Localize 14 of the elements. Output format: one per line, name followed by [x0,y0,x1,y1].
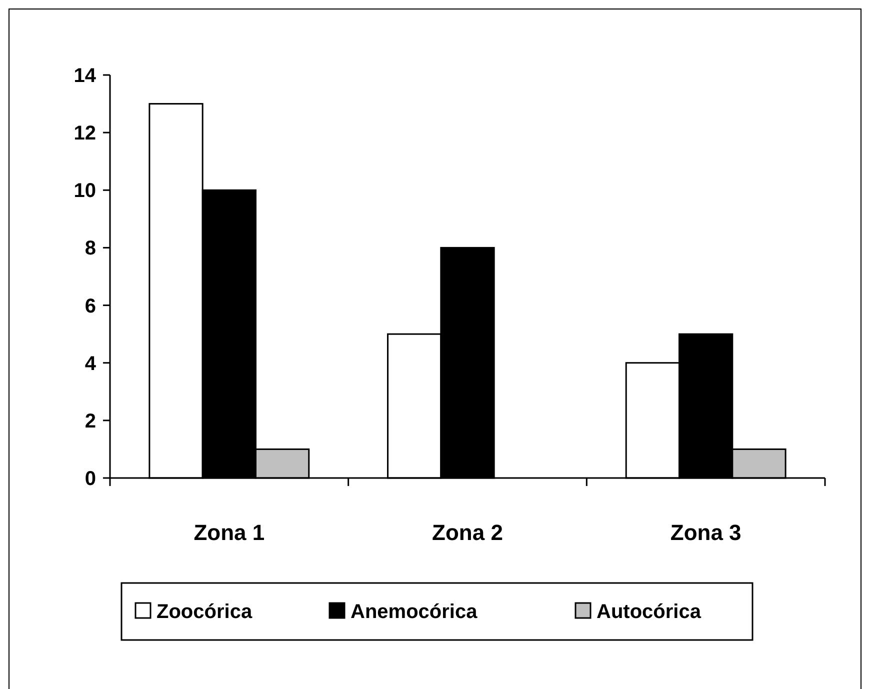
y-tick-label: 6 [84,295,96,318]
y-tick-label: 8 [84,238,96,260]
legend-label: Anemocórica [350,601,478,623]
y-tick-label: 0 [84,468,96,490]
x-tick-label: Zona 1 [194,520,265,545]
x-tick-label: Zona 3 [670,520,742,545]
legend-label: Autocórica [596,601,702,623]
y-tick-label: 4 [84,352,97,375]
y-tick-label: 14 [74,65,97,87]
legend-label: Zoocórica [156,601,253,623]
y-tick-label: 10 [74,180,96,202]
y-tick-label: 2 [84,410,96,432]
y-tick-label: 12 [74,122,96,145]
x-tick-label: Zona 2 [432,520,503,545]
